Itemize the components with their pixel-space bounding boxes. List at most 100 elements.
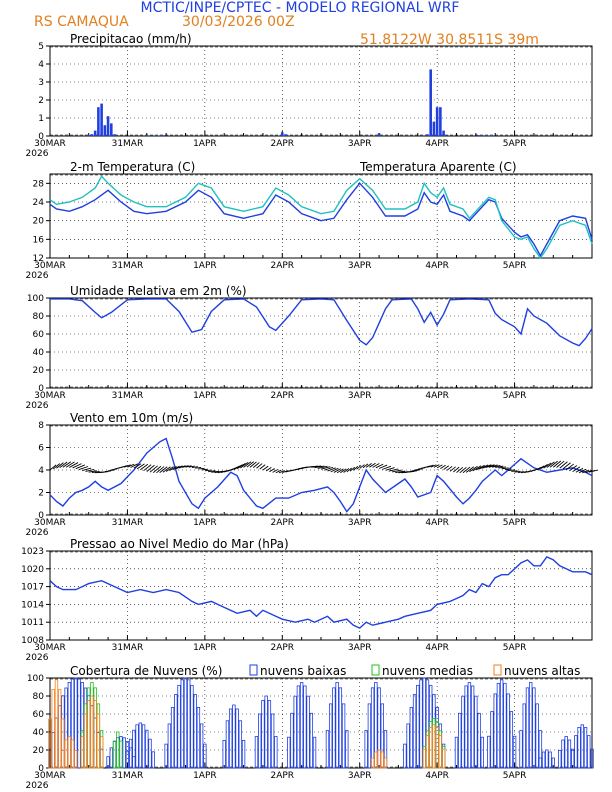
cloud-bar-blue [145,729,149,769]
cloud-bar-blue [274,736,278,769]
wind-barb [159,466,168,474]
precip-panel: 0 1 2 3 4 5 30MAR 31MAR 1APR 2APR 3APR 4APR 5APR 2026… [26,32,593,159]
cloud-bar-blue [470,685,475,769]
temp-xtick-label: 30MAR [34,261,66,271]
clouds-ytick-label: 100 [27,674,44,684]
temp-legend: Temperatura Aparente (C) [359,160,517,174]
wind-barb [65,461,75,468]
wind-barb [324,466,334,471]
cloud-bar-blue [409,706,414,769]
rh-series-line [50,298,593,347]
wind-barb [517,471,524,474]
wind-barb [365,463,372,468]
cloud-bar-green [119,740,123,769]
clouds-xtick-label: 31MAR [112,771,144,781]
cloud-bar-blue [293,695,297,769]
wind-barb [208,470,216,473]
cloud-bar-blue [499,679,504,769]
wind-barb [201,468,209,471]
cloud-bar-blue [264,695,268,769]
temp-xtick-label: 1APR [193,261,217,271]
cloud-bar-blue [580,724,585,769]
cloud-bar-blue [512,735,517,769]
cloud-bar-blue [232,704,236,769]
wind-barb [252,462,260,468]
precip-bar [106,116,110,136]
cloud-bar-green [116,731,120,769]
wind-barb [536,465,545,471]
cloud-bar-blue [535,703,539,769]
cloud-bar-blue [412,694,417,769]
wind-barb [108,469,115,472]
wind-barb [143,464,152,472]
cloud-bar-blue [541,751,546,769]
precip-bar [90,134,94,136]
wind-barb [472,465,482,472]
wind-barb [565,463,575,471]
cloud-bar-blue [416,684,420,769]
temp-panel: 12 16 20 24 28 30MAR 31MAR 1APR 2APR 3APR 4APR 5APR… [26,160,593,281]
cloud-bar-blue [261,700,265,769]
wind-barb [375,463,384,469]
wind-barb [259,464,266,470]
wind-year-label: 2026 [26,528,49,538]
clouds-panel: 0 20 40 60 80 100 30MAR 31MAR 1APR 2APR 3APR 4APR 5A… [26,664,594,791]
cloud-bar-blue [574,735,578,769]
precip-bar [145,135,149,136]
slp-ytick-label: 1008 [21,636,44,646]
cloud-bar-blue [254,736,259,769]
wind-barb [52,463,61,470]
rh-xtick-label: 5APR [503,391,527,401]
wind-barb [459,466,467,474]
wind-barb [172,465,180,471]
cloud-bar-blue [561,739,565,769]
wind-barb [156,466,165,474]
cloud-bar-blue [132,729,136,769]
wind-barb [395,470,406,473]
cloud-bar-orange [422,748,426,769]
wind-barb [133,463,142,469]
rh-ytick-label: 100 [27,294,44,304]
cloud-bar-blue [309,712,314,769]
precip-bar [484,135,487,136]
cloud-bar-orange [438,735,443,769]
cloud-bar-blue [487,735,491,769]
location-label: RS CAMAQUA [34,14,129,30]
wind-barb [443,465,450,470]
cloud-bar-blue [564,736,568,769]
wind-barb [430,464,437,468]
precip-bar [426,134,429,136]
cloud-bar-blue [135,724,139,769]
wind-panel: 0 2 4 6 8 30MAR 31MAR 1APR 2APR 3APR 4APR 5APR 2026 V… [26,411,599,538]
wind-barb [578,468,587,474]
cloud-bar-blue [312,736,317,769]
precip-bar [284,134,287,136]
precip-bar [155,135,158,136]
precip-xtick-label: 1APR [193,139,217,149]
precip-bar [429,69,432,136]
cloud-bar-blue [551,757,555,769]
wind-barb [330,467,339,473]
slp-year-label: 2026 [26,653,49,663]
wind-barb [136,463,145,470]
slp-series-line [49,556,593,629]
cloud-bar-blue [151,751,155,769]
slp-xtick-label: 3APR [348,643,372,653]
clouds-ytick-label: 60 [33,710,45,720]
wind-xtick-label: 31MAR [112,518,144,528]
wind-barb [185,465,192,468]
wind-barb [317,465,328,469]
cloud-bar-blue [496,682,501,769]
precip-xtick-label: 5APR [503,139,527,149]
cloud-bar-blue [164,743,168,769]
cloud-bar-blue [199,723,204,769]
clouds-xtick-label: 3APR [348,771,372,781]
cloud-bar-blue [545,749,549,769]
cloud-bar-orange [432,724,436,769]
cloud-bar-blue [567,739,572,769]
wind-barb [446,465,453,471]
wind-barb [449,466,456,472]
wind-barb [188,465,195,468]
cloud-bar-blue [177,684,181,769]
cloud-bar-blue [558,750,562,769]
